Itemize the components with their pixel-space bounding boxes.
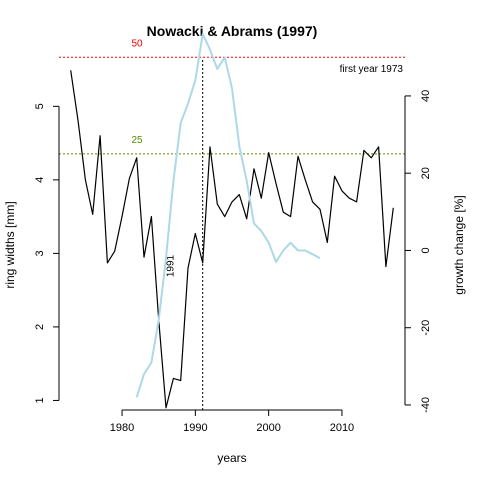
x-axis-label: years [217, 451, 246, 465]
series-line-ring-widths [70, 70, 394, 409]
chart-title: Nowacki & Abrams (1997) [147, 23, 318, 39]
y-left-tick-label: 5 [34, 103, 46, 109]
reference-line-label-50: 50 [131, 38, 143, 49]
y-left-tick-label: 4 [34, 177, 46, 183]
x-tick-label: 2000 [256, 422, 280, 434]
series-line-growth-change [135, 33, 321, 398]
reference-line-label-25: 25 [131, 135, 143, 146]
x-tick-label: 1990 [183, 422, 207, 434]
y-left-tick-label: 1 [34, 397, 46, 403]
reference-line-label-1991: 1991 [166, 254, 177, 277]
y-right-tick-label: 40 [420, 90, 432, 102]
y-left-tick-label: 3 [34, 250, 46, 256]
reference-lines: 50 25 1991 [59, 38, 405, 410]
first-year-note: first year 1973 [340, 64, 404, 75]
y-left-tick-label: 2 [34, 324, 46, 330]
y-left-axis-label: ring widths [mm] [3, 201, 17, 288]
x-tick-label: 2010 [330, 422, 354, 434]
data-series [70, 33, 394, 409]
y-right-axis-label: growth change [%] [452, 195, 466, 294]
y-right-tick-label: 20 [420, 167, 432, 179]
axes: 1980 1990 2000 2010 1 2 3 4 5 -40 -20 0 20 40 [34, 90, 432, 434]
x-tick-label: 1980 [110, 422, 134, 434]
y-right-tick-label: -40 [420, 397, 432, 413]
y-right-tick-label: 0 [420, 247, 432, 253]
y-right-tick-label: -20 [420, 320, 432, 336]
